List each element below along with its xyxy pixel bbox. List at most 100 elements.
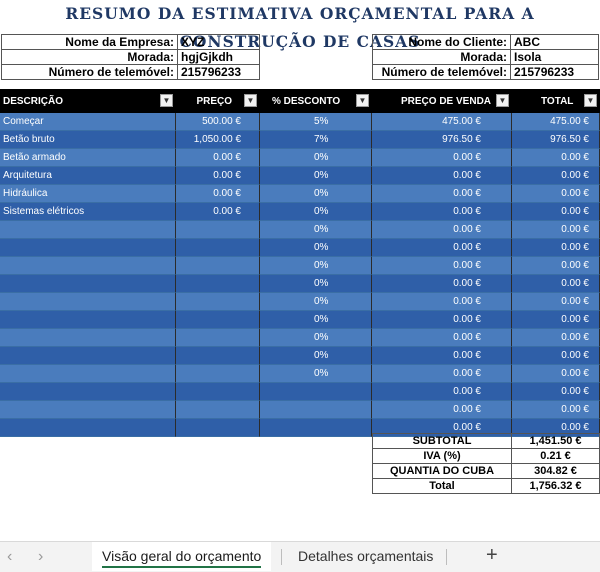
- cell-price[interactable]: 0.00 €: [176, 167, 260, 185]
- cell-price[interactable]: 0.00 €: [176, 149, 260, 167]
- chevron-down-icon[interactable]: ▼: [160, 94, 173, 107]
- chevron-right-icon[interactable]: ›: [38, 548, 44, 565]
- cell-price[interactable]: 0.00 €: [176, 203, 260, 221]
- header-description[interactable]: DESCRIÇÃO ▼: [0, 89, 176, 113]
- cell-discount[interactable]: 7%: [260, 131, 372, 149]
- cell-discount[interactable]: [260, 383, 372, 401]
- client-phone-value[interactable]: 215796233: [510, 64, 599, 80]
- cell-sale-price[interactable]: 976.50 €: [372, 131, 512, 149]
- cell-sale-price[interactable]: 0.00 €: [372, 275, 512, 293]
- cell-discount[interactable]: 0%: [260, 185, 372, 203]
- cell-price[interactable]: [176, 239, 260, 257]
- company-phone-value[interactable]: 215796233: [177, 64, 260, 80]
- chevron-left-icon[interactable]: ‹: [7, 548, 13, 565]
- client-name-value[interactable]: ABC: [510, 34, 599, 50]
- cell-total[interactable]: 0.00 €: [512, 203, 600, 221]
- cell-description[interactable]: [0, 311, 176, 329]
- cell-description[interactable]: [0, 365, 176, 383]
- header-total[interactable]: TOTAL ▼: [512, 89, 600, 113]
- cell-discount[interactable]: 0%: [260, 329, 372, 347]
- cell-description[interactable]: Betão armado: [0, 149, 176, 167]
- cell-sale-price[interactable]: 0.00 €: [372, 149, 512, 167]
- cell-total[interactable]: 0.00 €: [512, 383, 600, 401]
- cell-total[interactable]: 0.00 €: [512, 329, 600, 347]
- cell-total[interactable]: 0.00 €: [512, 275, 600, 293]
- cell-sale-price[interactable]: 0.00 €: [372, 203, 512, 221]
- cell-sale-price[interactable]: 0.00 €: [372, 293, 512, 311]
- cell-price[interactable]: [176, 419, 260, 437]
- cell-description[interactable]: [0, 257, 176, 275]
- cell-description[interactable]: [0, 275, 176, 293]
- cell-total[interactable]: 0.00 €: [512, 167, 600, 185]
- cell-sale-price[interactable]: 0.00 €: [372, 221, 512, 239]
- cell-sale-price[interactable]: 0.00 €: [372, 401, 512, 419]
- cell-discount[interactable]: [260, 419, 372, 437]
- cell-discount[interactable]: 0%: [260, 293, 372, 311]
- cell-sale-price[interactable]: 0.00 €: [372, 311, 512, 329]
- cell-discount[interactable]: 5%: [260, 113, 372, 131]
- cell-description[interactable]: [0, 383, 176, 401]
- cell-description[interactable]: Betão bruto: [0, 131, 176, 149]
- cell-description[interactable]: [0, 419, 176, 437]
- chevron-down-icon[interactable]: ▼: [244, 94, 257, 107]
- cell-description[interactable]: [0, 293, 176, 311]
- cell-total[interactable]: 0.00 €: [512, 221, 600, 239]
- cell-discount[interactable]: 0%: [260, 311, 372, 329]
- cell-total[interactable]: 0.00 €: [512, 185, 600, 203]
- cell-sale-price[interactable]: 475.00 €: [372, 113, 512, 131]
- subtotal-value[interactable]: 1,451.50 €: [511, 433, 600, 449]
- cell-total[interactable]: 0.00 €: [512, 149, 600, 167]
- grand-total-value[interactable]: 1,756.32 €: [511, 478, 600, 494]
- cell-price[interactable]: [176, 293, 260, 311]
- cell-total[interactable]: 0.00 €: [512, 311, 600, 329]
- cell-price[interactable]: 1,050.00 €: [176, 131, 260, 149]
- cell-discount[interactable]: 0%: [260, 275, 372, 293]
- cell-price[interactable]: [176, 365, 260, 383]
- company-address-value[interactable]: hgjGjkdh: [177, 49, 260, 65]
- cell-discount[interactable]: 0%: [260, 221, 372, 239]
- cell-price[interactable]: [176, 347, 260, 365]
- cell-sale-price[interactable]: 0.00 €: [372, 383, 512, 401]
- cell-discount[interactable]: 0%: [260, 167, 372, 185]
- client-address-value[interactable]: Isola: [510, 49, 599, 65]
- chevron-down-icon[interactable]: ▼: [496, 94, 509, 107]
- cell-total[interactable]: 475.00 €: [512, 113, 600, 131]
- cell-total[interactable]: 0.00 €: [512, 257, 600, 275]
- chevron-down-icon[interactable]: ▼: [356, 94, 369, 107]
- cell-sale-price[interactable]: 0.00 €: [372, 239, 512, 257]
- cell-price[interactable]: [176, 311, 260, 329]
- cell-total[interactable]: 0.00 €: [512, 239, 600, 257]
- cell-description[interactable]: Hidráulica: [0, 185, 176, 203]
- cell-price[interactable]: [176, 383, 260, 401]
- cell-sale-price[interactable]: 0.00 €: [372, 347, 512, 365]
- cell-description[interactable]: [0, 239, 176, 257]
- cell-discount[interactable]: 0%: [260, 257, 372, 275]
- cell-sale-price[interactable]: 0.00 €: [372, 257, 512, 275]
- cell-description[interactable]: Começar: [0, 113, 176, 131]
- cell-sale-price[interactable]: 0.00 €: [372, 365, 512, 383]
- header-price[interactable]: PREÇO ▼: [176, 89, 260, 113]
- add-sheet-button[interactable]: +: [486, 544, 498, 566]
- cell-discount[interactable]: 0%: [260, 239, 372, 257]
- cell-price[interactable]: 0.00 €: [176, 185, 260, 203]
- company-name-value[interactable]: XYZ: [177, 34, 260, 50]
- cell-total[interactable]: 0.00 €: [512, 347, 600, 365]
- cell-discount[interactable]: 0%: [260, 347, 372, 365]
- cell-discount[interactable]: [260, 401, 372, 419]
- header-discount[interactable]: % DESCONTO ▼: [260, 89, 372, 113]
- cell-discount[interactable]: 0%: [260, 149, 372, 167]
- cell-sale-price[interactable]: 0.00 €: [372, 185, 512, 203]
- cell-price[interactable]: [176, 401, 260, 419]
- cell-discount[interactable]: 0%: [260, 203, 372, 221]
- cell-price[interactable]: [176, 275, 260, 293]
- cell-price[interactable]: [176, 221, 260, 239]
- tab-budget-overview[interactable]: Visão geral do orçamento: [92, 542, 272, 571]
- tab-budget-details[interactable]: Detalhes orçamentais: [298, 548, 434, 564]
- cell-total[interactable]: 0.00 €: [512, 293, 600, 311]
- cell-description[interactable]: [0, 347, 176, 365]
- cell-price[interactable]: [176, 257, 260, 275]
- cell-description[interactable]: [0, 401, 176, 419]
- cell-sale-price[interactable]: 0.00 €: [372, 167, 512, 185]
- cell-total[interactable]: 976.50 €: [512, 131, 600, 149]
- cell-total[interactable]: 0.00 €: [512, 365, 600, 383]
